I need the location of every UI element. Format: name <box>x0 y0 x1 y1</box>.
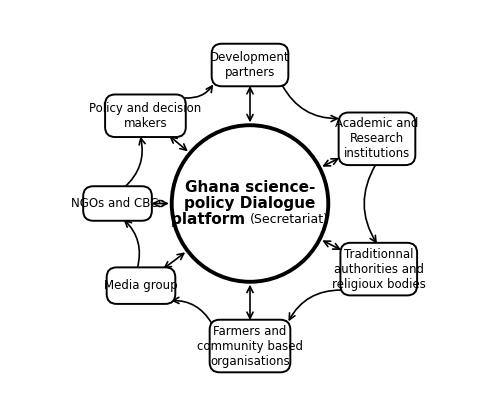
Text: (Secretariat): (Secretariat) <box>250 213 329 226</box>
FancyBboxPatch shape <box>340 243 417 295</box>
Text: Academic and
Research
institutions: Academic and Research institutions <box>336 117 418 160</box>
Text: Development
partners: Development partners <box>210 51 290 79</box>
Text: Traditionnal
authorities and
religioux bodies: Traditionnal authorities and religioux b… <box>332 247 426 291</box>
Text: policy Dialogue: policy Dialogue <box>184 196 316 211</box>
Text: platform: platform <box>170 212 250 227</box>
Text: Farmers and
community based
organisations: Farmers and community based organisation… <box>197 324 303 368</box>
FancyBboxPatch shape <box>338 112 415 165</box>
FancyBboxPatch shape <box>210 320 290 372</box>
Text: Policy and decision
makers: Policy and decision makers <box>90 102 202 130</box>
Text: Media group: Media group <box>104 279 178 292</box>
FancyBboxPatch shape <box>212 44 288 86</box>
FancyBboxPatch shape <box>83 186 152 221</box>
Text: Ghana science-: Ghana science- <box>185 180 315 195</box>
FancyBboxPatch shape <box>105 94 186 137</box>
Text: NGOs and CBCs: NGOs and CBCs <box>71 197 164 210</box>
FancyBboxPatch shape <box>106 267 176 304</box>
